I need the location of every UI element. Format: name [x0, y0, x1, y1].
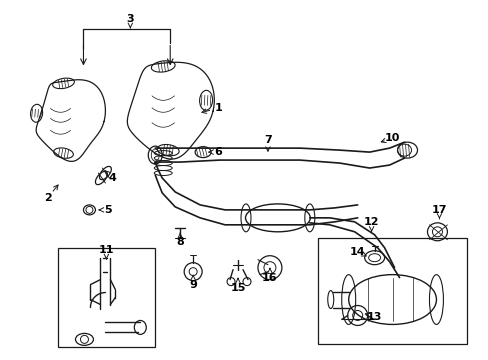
- Text: 4: 4: [108, 173, 116, 183]
- Text: 7: 7: [264, 135, 271, 145]
- Text: 10: 10: [384, 133, 400, 143]
- Text: 12: 12: [363, 217, 379, 227]
- Text: 6: 6: [214, 147, 222, 157]
- Text: 14: 14: [349, 247, 365, 257]
- Text: 9: 9: [189, 280, 197, 289]
- Text: 1: 1: [214, 103, 222, 113]
- Text: 16: 16: [262, 273, 277, 283]
- Text: 3: 3: [126, 14, 134, 24]
- Text: 8: 8: [176, 237, 183, 247]
- Text: 15: 15: [230, 283, 245, 293]
- Text: 11: 11: [99, 245, 114, 255]
- Text: 17: 17: [431, 205, 447, 215]
- Bar: [58, 248, 155, 347]
- Text: 13: 13: [366, 312, 382, 323]
- Text: 2: 2: [43, 193, 51, 203]
- Bar: [317, 238, 467, 345]
- Text: 5: 5: [104, 205, 112, 215]
